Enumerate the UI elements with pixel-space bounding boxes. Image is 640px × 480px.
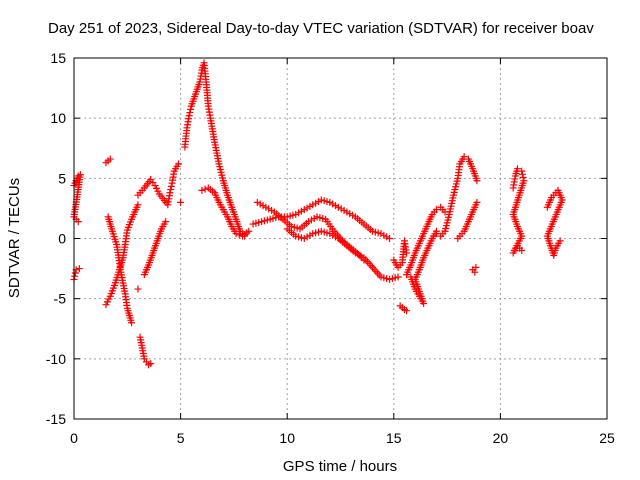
data-point <box>75 265 83 273</box>
data-point <box>245 227 253 235</box>
data-point <box>518 170 526 178</box>
x-tick-label: 0 <box>70 430 78 446</box>
data-point <box>71 269 79 277</box>
data-point <box>460 153 468 161</box>
series-arc-q <box>543 186 566 259</box>
data-point <box>134 201 142 209</box>
data-point <box>167 186 175 194</box>
series-arc-n <box>432 153 481 240</box>
series-arc-f <box>177 59 249 240</box>
data-point <box>162 218 170 226</box>
data-point <box>473 177 481 185</box>
y-tick-label: -10 <box>46 351 66 367</box>
data-point <box>471 268 479 276</box>
data-point <box>518 247 526 255</box>
data-point <box>106 155 114 163</box>
y-tick-label: 15 <box>50 50 66 66</box>
plot-frame <box>73 57 608 420</box>
data-point <box>186 109 194 117</box>
data-point <box>386 235 394 242</box>
x-tick-label: 25 <box>599 430 615 446</box>
series-arc-p <box>509 165 528 257</box>
series-arc-i <box>253 198 368 264</box>
data-point <box>394 273 402 281</box>
data-point <box>174 160 182 168</box>
x-tick-label: 10 <box>279 430 295 446</box>
series-arc-a <box>70 171 84 283</box>
data-point <box>187 105 195 113</box>
data-point <box>167 182 175 190</box>
data-point <box>147 360 155 368</box>
data-point <box>128 319 136 327</box>
axis-ticks: 0 5 10 15 20 25 -15 -10 -5 0 5 10 15 <box>46 50 615 446</box>
data-point <box>74 218 82 226</box>
series-arc-h <box>249 196 394 242</box>
data-point <box>556 237 564 245</box>
data-point <box>403 307 411 315</box>
series-arc-l <box>403 203 449 279</box>
series-arc-o <box>454 198 481 276</box>
series-arc-m <box>407 227 440 307</box>
y-tick-label: -15 <box>46 411 66 427</box>
x-tick-label: 5 <box>177 430 185 446</box>
y-axis-label: SDTVAR / TECUs <box>6 178 23 298</box>
series-arc-k <box>390 237 411 315</box>
series-arc-d <box>134 218 170 369</box>
data-point <box>198 186 206 194</box>
data-point <box>473 198 481 206</box>
y-tick-label: -5 <box>54 291 67 307</box>
y-tick-label: 10 <box>50 110 66 126</box>
y-tick-label: 5 <box>58 170 66 186</box>
data-point <box>232 230 240 238</box>
y-tick-label: 0 <box>58 231 66 247</box>
series-arc-e <box>134 160 182 209</box>
data-point <box>177 198 185 206</box>
series-arc-c <box>102 201 142 309</box>
data-point <box>472 263 480 271</box>
data-point <box>432 206 440 214</box>
data-point <box>166 189 174 197</box>
x-axis-label: GPS time / hours <box>283 458 397 475</box>
series-arc-g <box>198 184 253 240</box>
data-point <box>185 112 193 120</box>
x-tick-label: 20 <box>493 430 509 446</box>
data-point <box>71 272 79 280</box>
chart-title: Day 251 of 2023, Sidereal Day-to-day VTE… <box>48 20 594 37</box>
x-tick-label: 15 <box>386 430 402 446</box>
data-point <box>518 167 526 175</box>
data-point <box>513 165 521 173</box>
data-point <box>134 285 142 293</box>
data-point <box>403 249 411 257</box>
series-arc-j <box>283 225 402 283</box>
data-point <box>432 230 440 238</box>
data-points <box>70 59 566 369</box>
